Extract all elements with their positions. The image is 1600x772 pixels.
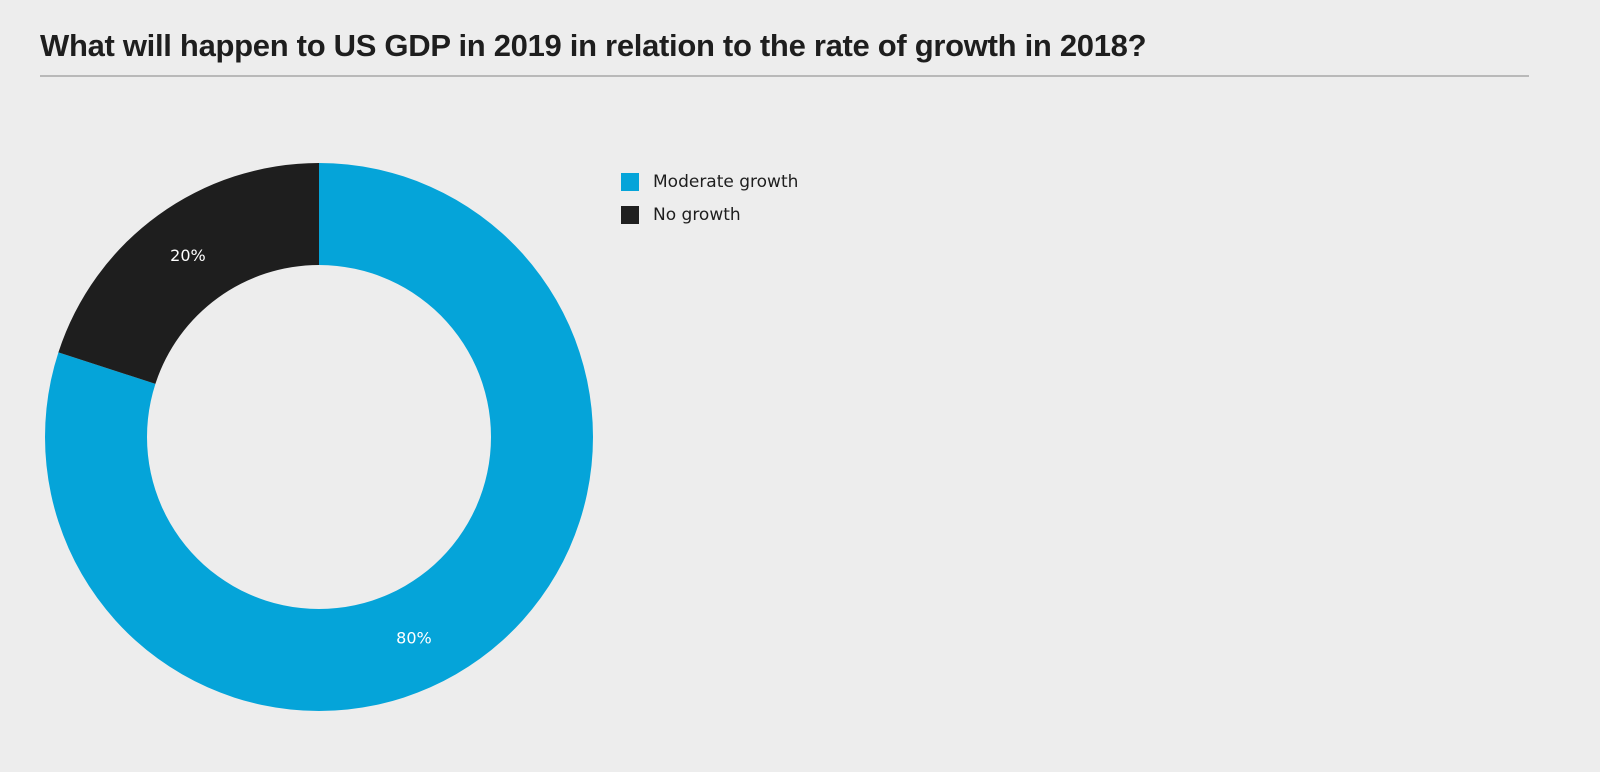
chart-title: What will happen to US GDP in 2019 in re… — [40, 28, 1147, 63]
legend-label: Moderate growth — [653, 171, 799, 192]
slice-moderate-growth[interactable] — [44, 163, 593, 711]
legend-swatch-no-growth — [621, 205, 639, 224]
slices-group — [44, 163, 593, 711]
legend: Moderate growth No growth — [621, 165, 798, 231]
title-divider — [40, 75, 1529, 77]
legend-item-no-growth[interactable]: No growth — [621, 198, 798, 231]
slice-no-growth[interactable] — [58, 163, 319, 384]
slice-labels-group: 80% 20% — [170, 246, 432, 647]
slice-label-moderate-growth: 80% — [396, 628, 432, 647]
legend-label: No growth — [653, 204, 741, 225]
legend-swatch-moderate-growth — [621, 172, 639, 191]
legend-item-moderate-growth[interactable]: Moderate growth — [621, 165, 798, 198]
slice-label-no-growth: 20% — [170, 246, 206, 265]
